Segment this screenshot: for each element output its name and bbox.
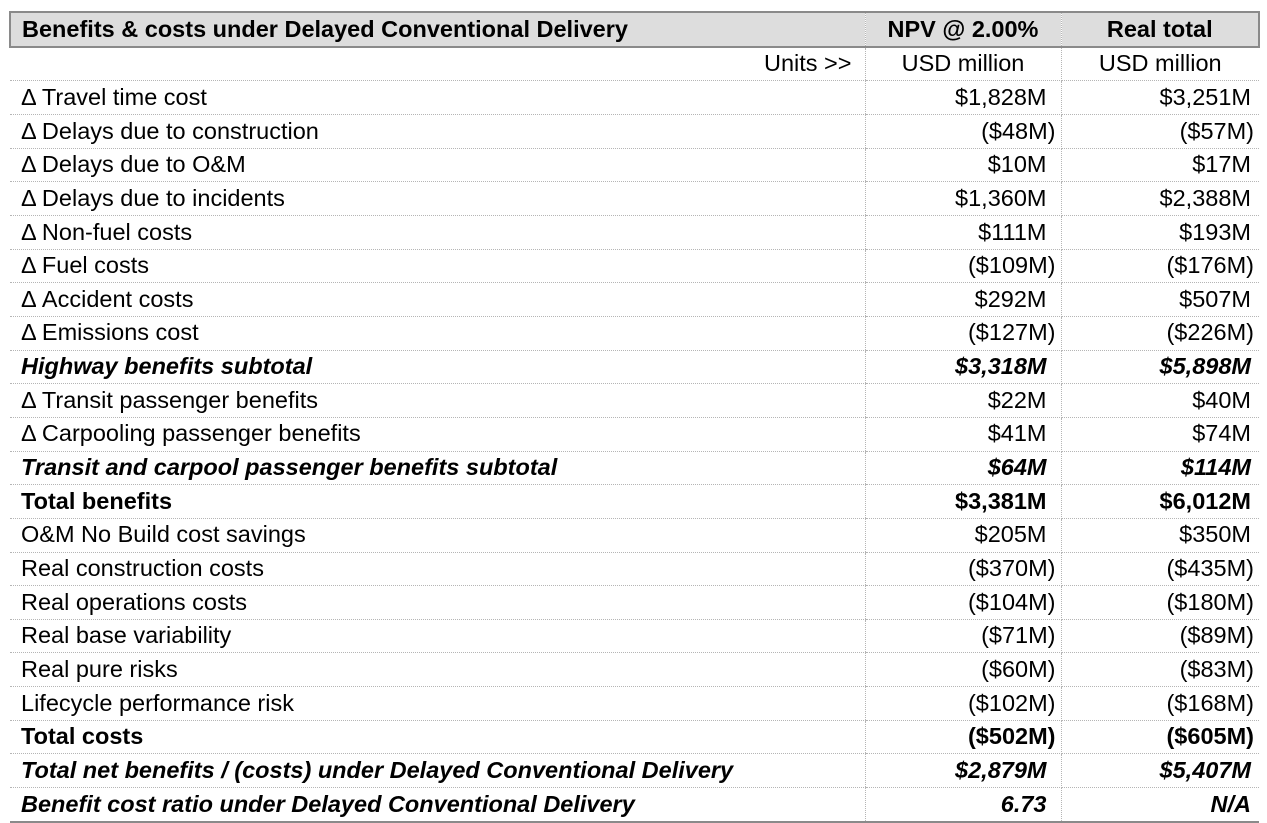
row-accident-costs: Δ Accident costs $292M $507M — [10, 282, 1259, 317]
npv-units: USD million — [864, 46, 1062, 82]
row-label: Lifecycle performance risk — [10, 686, 865, 721]
real-total-value: $507M — [1061, 282, 1259, 317]
npv-value: $3,318M — [864, 350, 1062, 385]
npv-value: $111M — [864, 215, 1062, 250]
row-label: Highway benefits subtotal — [10, 350, 865, 385]
real-total-value: ($83M) — [1061, 652, 1259, 688]
npv-value: ($48M) — [864, 114, 1062, 149]
row-construction-costs: Real construction costs ($370M) ($435M) — [10, 552, 1259, 587]
row-label: Δ Accident costs — [10, 282, 865, 317]
row-label: Real operations costs — [10, 585, 865, 620]
row-highway-subtotal: Highway benefits subtotal $3,318M $5,898… — [10, 350, 1259, 385]
row-label: Δ Fuel costs — [10, 249, 865, 284]
row-label: Real construction costs — [10, 552, 865, 587]
real-total-value: ($176M) — [1061, 249, 1259, 284]
real-total-value: $193M — [1061, 215, 1259, 250]
npv-value: $205M — [864, 518, 1062, 553]
row-om-no-build-savings: O&M No Build cost savings $205M $350M — [10, 518, 1259, 553]
row-transit-benefits: Δ Transit passenger benefits $22M $40M — [10, 383, 1259, 418]
npv-value: ($104M) — [864, 585, 1062, 620]
units-row: Units >> USD million USD million — [10, 46, 1259, 82]
npv-value: $22M — [864, 383, 1062, 418]
row-label: Total net benefits / (costs) under Delay… — [10, 753, 865, 789]
npv-value: ($109M) — [864, 249, 1062, 284]
row-emissions-cost: Δ Emissions cost ($127M) ($226M) — [10, 316, 1259, 351]
real-total-value: $3,251M — [1061, 80, 1259, 115]
row-lifecycle-risk: Lifecycle performance risk ($102M) ($168… — [10, 686, 1259, 721]
row-delays-construction: Δ Delays due to construction ($48M) ($57… — [10, 114, 1259, 149]
row-total-net-benefits: Total net benefits / (costs) under Delay… — [10, 753, 1259, 789]
row-fuel-costs: Δ Fuel costs ($109M) ($176M) — [10, 249, 1259, 284]
row-label: Δ Emissions cost — [10, 316, 865, 351]
npv-value: $292M — [864, 282, 1062, 317]
real-total-column-header: Real total — [1061, 11, 1260, 48]
row-label: Real pure risks — [10, 652, 865, 688]
row-total-benefits: Total benefits $3,381M $6,012M — [10, 484, 1259, 519]
real-total-value: $114M — [1061, 451, 1259, 486]
row-label: Δ Delays due to construction — [10, 114, 865, 149]
real-total-value: $40M — [1061, 383, 1259, 418]
real-total-value: $2,388M — [1061, 181, 1259, 216]
real-total-value: $74M — [1061, 417, 1259, 452]
npv-value: $64M — [864, 451, 1062, 486]
real-total-value: $5,898M — [1061, 350, 1259, 385]
npv-value: $41M — [864, 417, 1062, 452]
npv-value: 6.73 — [864, 787, 1062, 823]
real-total-value: $6,012M — [1061, 484, 1259, 519]
row-total-costs: Total costs ($502M) ($605M) — [10, 720, 1259, 755]
row-benefit-cost-ratio: Benefit cost ratio under Delayed Convent… — [10, 787, 1259, 823]
npv-value: $1,360M — [864, 181, 1062, 216]
row-delays-om: Δ Delays due to O&M $10M $17M — [10, 148, 1259, 183]
real-total-units: USD million — [1061, 46, 1259, 82]
real-total-value: $5,407M — [1061, 753, 1259, 789]
row-label: Δ Transit passenger benefits — [10, 383, 865, 418]
table-header-row: Benefits & costs under Delayed Conventio… — [9, 11, 1260, 48]
row-base-variability: Real base variability ($71M) ($89M) — [10, 619, 1259, 654]
real-total-value: $17M — [1061, 148, 1259, 183]
row-label: Total benefits — [10, 484, 865, 519]
real-total-value: ($168M) — [1061, 686, 1259, 721]
npv-value: ($502M) — [864, 720, 1062, 755]
npv-value: $2,879M — [864, 753, 1062, 789]
row-carpooling-benefits: Δ Carpooling passenger benefits $41M $74… — [10, 417, 1259, 452]
row-label: Δ Carpooling passenger benefits — [10, 417, 865, 452]
real-total-value: ($435M) — [1061, 552, 1259, 587]
row-delays-incidents: Δ Delays due to incidents $1,360M $2,388… — [10, 181, 1259, 216]
npv-value: ($60M) — [864, 652, 1062, 688]
real-total-value: ($226M) — [1061, 316, 1259, 351]
row-label: Benefit cost ratio under Delayed Convent… — [10, 787, 865, 823]
row-label: Transit and carpool passenger benefits s… — [10, 451, 865, 486]
row-transit-carpool-subtotal: Transit and carpool passenger benefits s… — [10, 451, 1259, 486]
row-label: Δ Delays due to incidents — [10, 181, 865, 216]
row-label: Total costs — [10, 720, 865, 755]
npv-value: $10M — [864, 148, 1062, 183]
benefits-costs-table: Benefits & costs under Delayed Conventio… — [9, 11, 1260, 823]
npv-value: ($127M) — [864, 316, 1062, 351]
real-total-value: $350M — [1061, 518, 1259, 553]
row-label: O&M No Build cost savings — [10, 518, 865, 553]
real-total-value: ($180M) — [1061, 585, 1259, 620]
npv-value: $3,381M — [864, 484, 1062, 519]
units-label: Units >> — [10, 46, 865, 82]
real-total-value: ($89M) — [1061, 619, 1259, 654]
npv-value: $1,828M — [864, 80, 1062, 115]
real-total-value: ($57M) — [1061, 114, 1259, 149]
real-total-value: ($605M) — [1061, 720, 1259, 755]
row-label: Δ Travel time cost — [10, 80, 865, 115]
npv-value: ($102M) — [864, 686, 1062, 721]
row-pure-risks: Real pure risks ($60M) ($83M) — [10, 652, 1259, 688]
row-non-fuel-costs: Δ Non-fuel costs $111M $193M — [10, 215, 1259, 250]
row-label: Δ Delays due to O&M — [10, 148, 865, 183]
npv-column-header: NPV @ 2.00% — [864, 11, 1062, 48]
real-total-value: N/A — [1061, 787, 1259, 823]
row-label: Real base variability — [10, 619, 865, 654]
row-travel-time-cost: Δ Travel time cost $1,828M $3,251M — [10, 80, 1259, 115]
npv-value: ($370M) — [864, 552, 1062, 587]
npv-value: ($71M) — [864, 619, 1062, 654]
row-label: Δ Non-fuel costs — [10, 215, 865, 250]
table-title: Benefits & costs under Delayed Conventio… — [9, 11, 865, 48]
row-operations-costs: Real operations costs ($104M) ($180M) — [10, 585, 1259, 620]
